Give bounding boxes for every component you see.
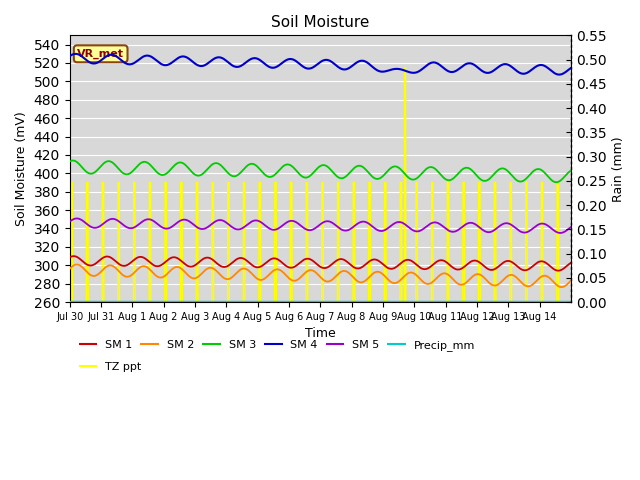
Title: Soil Moisture: Soil Moisture bbox=[271, 15, 369, 30]
X-axis label: Time: Time bbox=[305, 327, 335, 340]
Y-axis label: Rain (mm): Rain (mm) bbox=[612, 136, 625, 202]
Legend: TZ ppt: TZ ppt bbox=[76, 358, 146, 376]
Text: VR_met: VR_met bbox=[77, 48, 124, 59]
Y-axis label: Soil Moisture (mV): Soil Moisture (mV) bbox=[15, 111, 28, 226]
